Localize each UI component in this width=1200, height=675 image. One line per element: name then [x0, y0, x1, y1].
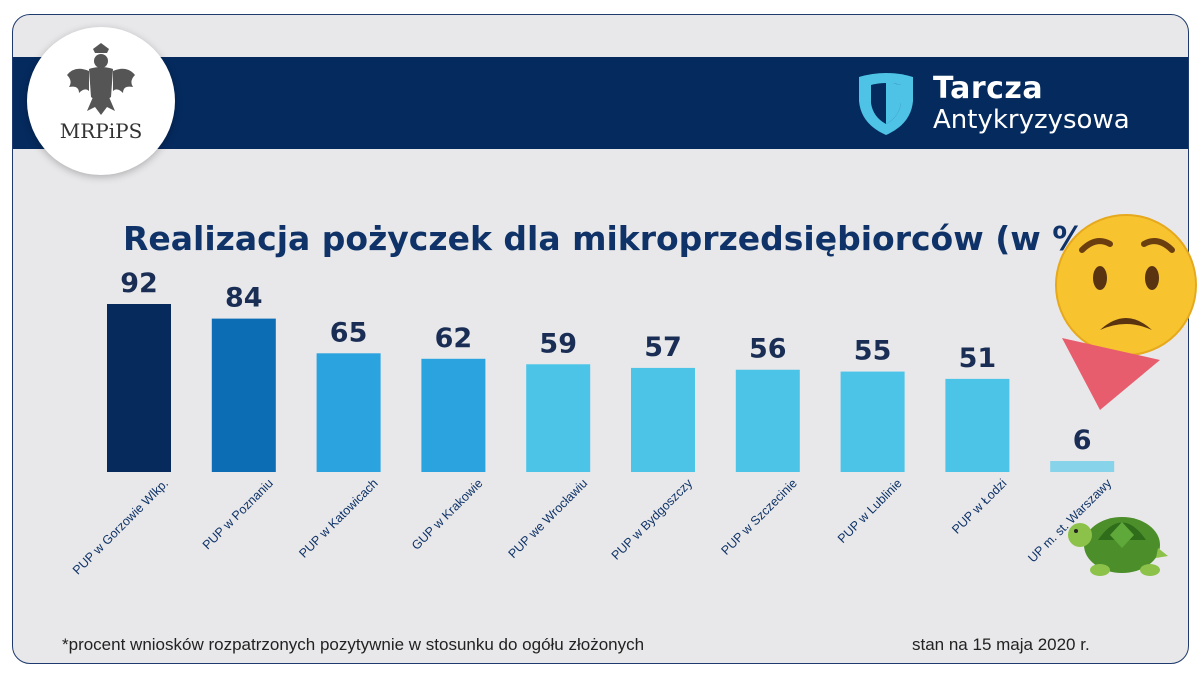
- date-note: stan na 15 maja 2020 r.: [912, 635, 1090, 654]
- x-tick-label: PUP w Bydgoszczy: [609, 476, 696, 563]
- bar-value-label: 65: [330, 317, 368, 348]
- bar-5: [526, 364, 591, 472]
- bar-9: [945, 378, 1010, 472]
- bar-value-label: 62: [435, 323, 473, 354]
- bar-value-label: 84: [225, 283, 263, 314]
- x-tick-label: PUP w Katowicach: [296, 476, 380, 560]
- decorations: [1055, 214, 1197, 576]
- bar-value-label: 51: [959, 343, 997, 374]
- x-tick-label: PUP w Gorzowie Wlkp.: [70, 476, 171, 577]
- brand-title: Tarcza: [933, 71, 1044, 106]
- worried-face-icon: [1055, 214, 1197, 356]
- bar-8: [840, 371, 905, 472]
- bar-2: [211, 318, 276, 472]
- ministry-logo: MRPiPS: [27, 27, 175, 175]
- bar-7: [735, 369, 800, 472]
- footnote: *procent wniosków rozpatrzonych pozytywn…: [62, 635, 645, 654]
- tarcza-brand: Tarcza Antykryzysowa: [851, 69, 1171, 139]
- chart-card: Tarcza Antykryzysowa Realizacja pożyczek…: [12, 14, 1189, 664]
- red-triangle-down-icon: [1062, 338, 1160, 410]
- x-tick-label: PUP w Poznaniu: [200, 476, 276, 552]
- bar-6: [631, 367, 695, 472]
- logo-text: MRPiPS: [59, 119, 143, 143]
- x-tick-label: PUP w Łodzi: [949, 476, 1009, 536]
- bar-3: [316, 353, 381, 472]
- x-tick-label: GUP w Krakowie: [409, 476, 486, 553]
- bar-value-label: 55: [854, 336, 892, 367]
- bar-value-label: 92: [120, 268, 158, 299]
- bar-4: [421, 358, 486, 472]
- chart-title: Realizacja pożyczek dla mikroprzedsiębio…: [123, 219, 1101, 258]
- shield-icon: [859, 73, 913, 135]
- bar-value-label: 6: [1073, 425, 1092, 456]
- bar-10: [1050, 461, 1115, 472]
- bar-value-label: 56: [749, 334, 787, 365]
- bar-value-label: 59: [539, 328, 577, 359]
- x-tick-label: PUP w Szczecinie: [718, 476, 799, 557]
- x-tick-label: PUP we Wrocławiu: [506, 476, 591, 561]
- bar-value-label: 57: [644, 332, 682, 363]
- brand-subtitle: Antykryzysowa: [933, 105, 1130, 135]
- x-tick-label: PUP w Lublinie: [835, 476, 905, 546]
- bar-1: [107, 304, 171, 472]
- header-banner: Tarcza Antykryzysowa: [13, 57, 1188, 149]
- turtle-icon: [1068, 517, 1168, 576]
- eagle-emblem-icon: [67, 43, 135, 115]
